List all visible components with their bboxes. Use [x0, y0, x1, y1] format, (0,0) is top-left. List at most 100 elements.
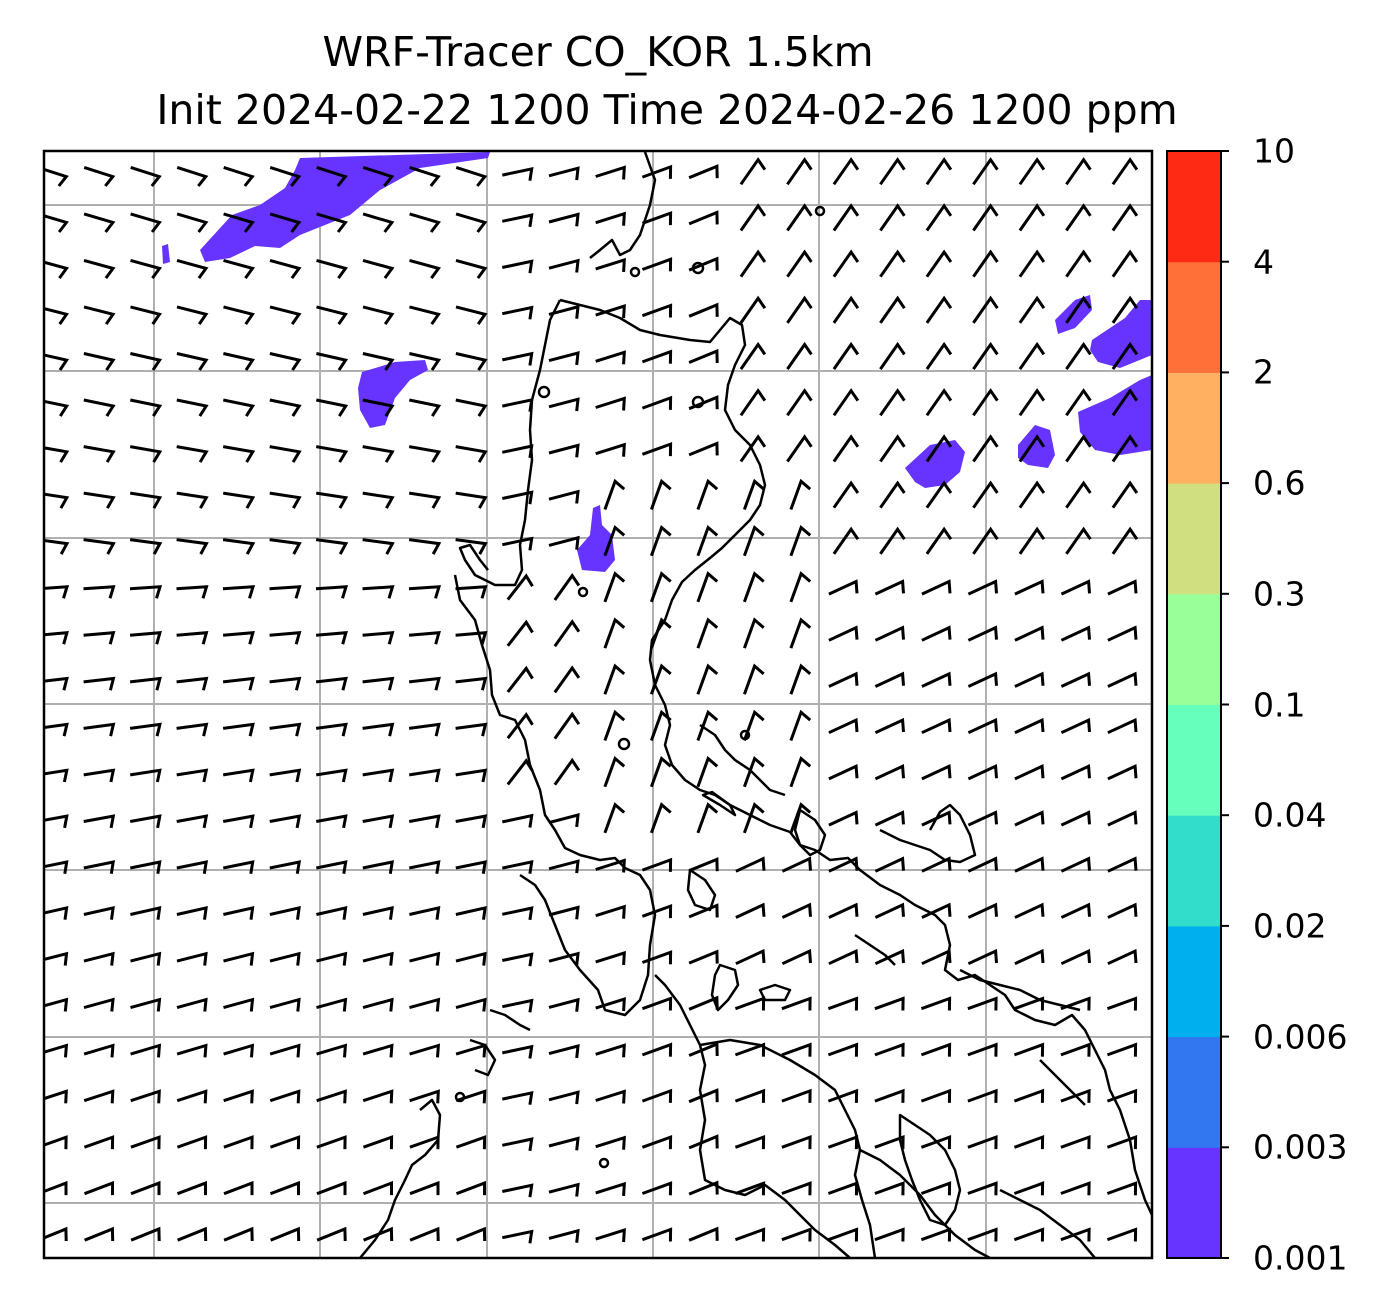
wind-barb [176, 398, 209, 417]
colorbar-tick-label: 0.003 [1253, 1127, 1348, 1167]
wind-barb [603, 709, 626, 742]
wind-barb [921, 717, 952, 735]
wind-barb [501, 906, 534, 921]
wind-barb [223, 860, 255, 875]
wind-barb [781, 996, 812, 1011]
wind-barb [920, 1042, 952, 1057]
wind-barb [827, 1134, 859, 1150]
wind-barb [967, 717, 998, 735]
wind-barb [455, 951, 487, 966]
wind-barb [1018, 434, 1046, 463]
colorbar-tick-label: 4 [1253, 242, 1274, 282]
wind-barb [921, 764, 952, 781]
coastline [359, 151, 1152, 1258]
wind-barb [920, 996, 952, 1011]
wind-barb [641, 210, 673, 226]
wind-barb [83, 1135, 115, 1150]
wind-barb [548, 397, 580, 412]
wind-barb [786, 157, 813, 186]
wind-barb [83, 768, 116, 783]
wind-barb [1107, 902, 1138, 919]
wind-barb [920, 1134, 952, 1150]
wind-barb [176, 814, 209, 829]
tracer-patch-east-a [905, 440, 965, 488]
wind-barb [315, 814, 348, 829]
wind-barb [129, 631, 162, 645]
wind-barb [363, 1226, 394, 1242]
wind-barb [1111, 203, 1139, 232]
wind-barb [129, 676, 162, 691]
wind-barb [222, 768, 255, 783]
wind-barb [548, 812, 580, 828]
wind-barb [1018, 480, 1046, 509]
wind-barb [222, 491, 256, 509]
wind-barb [603, 617, 626, 649]
wind-barb [129, 585, 163, 599]
wind-barb [1111, 526, 1139, 555]
wind-barb [696, 802, 719, 834]
wind-barb [129, 491, 163, 509]
wind-barb [269, 768, 302, 783]
wind-barb [641, 441, 673, 457]
wind-barb [315, 585, 349, 599]
wind-barb [44, 399, 70, 417]
wind-barb [874, 764, 905, 781]
wind-barb [734, 1181, 766, 1196]
wind-barb [739, 295, 767, 324]
wind-barb [972, 295, 999, 324]
wind-barb [832, 341, 860, 370]
wind-barb [269, 165, 302, 187]
wind-barb [735, 948, 766, 966]
wind-barb [1014, 717, 1045, 735]
wind-barb [176, 585, 209, 599]
colorbar-segment [1167, 704, 1221, 816]
wind-barb [786, 295, 813, 324]
wind-barb [176, 631, 209, 645]
wind-barb [641, 164, 673, 179]
wind-barb [696, 617, 719, 649]
wind-barb [315, 722, 348, 737]
wind-barb [1060, 1042, 1091, 1057]
wind-barb [649, 755, 672, 788]
wind-barb [649, 617, 672, 649]
wind-barb [734, 996, 766, 1011]
wind-barb [83, 305, 116, 325]
wind-barb [603, 571, 626, 603]
wind-barb [1111, 249, 1139, 278]
wind-barb [1107, 579, 1138, 596]
wind-barb [455, 1180, 486, 1196]
wind-barb [269, 1043, 301, 1058]
wind-barb [501, 1137, 534, 1152]
colorbar-segment [1167, 151, 1221, 263]
wind-barb [362, 585, 395, 599]
wind-barb [1018, 388, 1046, 417]
wind-barb [603, 663, 626, 695]
wind-barb [1065, 203, 1092, 232]
wind-barb [735, 856, 766, 873]
wind-barb [832, 526, 860, 555]
wind-barb [967, 1088, 998, 1103]
wind-barb [223, 398, 256, 417]
wind-barb [1060, 1088, 1091, 1103]
wind-barb [553, 757, 581, 786]
wind-barb [177, 1226, 208, 1242]
wind-barb [130, 1043, 162, 1058]
wind-barb [595, 1089, 626, 1104]
wind-barb [501, 351, 534, 366]
wind-barb [269, 398, 302, 417]
wind-barb [501, 397, 534, 412]
wind-barb [548, 1228, 580, 1243]
wind-barb [222, 722, 255, 737]
wind-barb [548, 350, 580, 366]
wind-barb [44, 446, 70, 463]
wind-barb [1018, 157, 1046, 186]
wind-barb [409, 1180, 440, 1196]
wind-barb [269, 445, 302, 463]
wind-barb [130, 1226, 161, 1242]
wind-barb [44, 260, 69, 279]
wind-barb [879, 249, 906, 278]
wind-barb [362, 676, 395, 691]
wind-barb [739, 157, 767, 186]
wind-barb [222, 676, 255, 691]
wind-barb [688, 1134, 719, 1150]
